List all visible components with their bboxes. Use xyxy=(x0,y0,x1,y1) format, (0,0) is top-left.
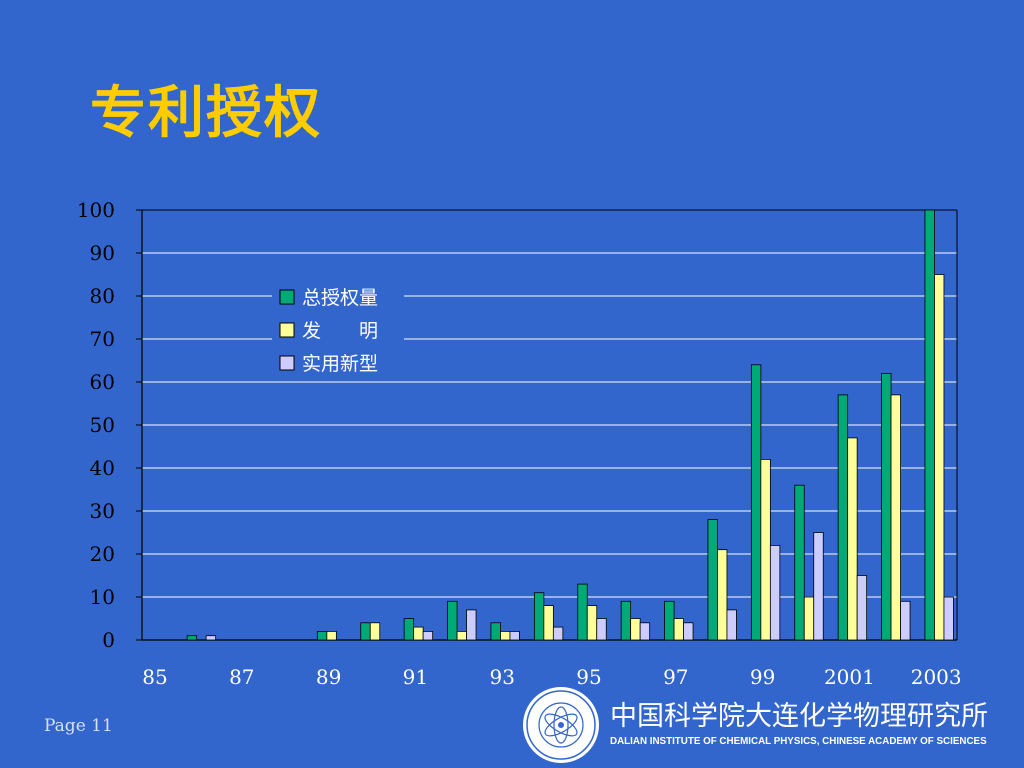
bar xyxy=(596,618,607,641)
bar xyxy=(673,618,684,641)
legend-label: 总授权量 xyxy=(302,287,378,309)
bar xyxy=(943,596,954,641)
legend-swatch xyxy=(279,355,295,371)
patent-bar-chart: 0 10 20 30 40 50 60 70 80 90 100 85 87 89 91 93 95 97 99 20… xyxy=(77,198,962,689)
y-tick-label: 40 xyxy=(90,456,115,480)
institute-seal-icon xyxy=(523,687,599,763)
y-tick-label: 30 xyxy=(90,499,115,523)
bar xyxy=(813,532,824,641)
y-tick-label: 100 xyxy=(77,198,115,222)
bar xyxy=(205,635,217,641)
slide-title: 专利授权 xyxy=(90,81,322,146)
y-tick-label: 0 xyxy=(102,628,115,652)
x-tick-label: 85 xyxy=(142,665,167,689)
bar xyxy=(422,631,434,641)
bar xyxy=(717,549,728,641)
bar xyxy=(577,583,588,641)
x-tick-label: 91 xyxy=(403,665,428,689)
y-tick-label: 70 xyxy=(90,327,115,351)
bar xyxy=(847,437,858,641)
institute-name-en: DALIAN INSTITUTE OF CHEMICAL PHYSICS, CH… xyxy=(610,736,987,747)
bar xyxy=(630,618,641,641)
bar xyxy=(837,394,849,641)
bar xyxy=(447,600,458,641)
bar xyxy=(639,622,651,641)
x-tick-label: 99 xyxy=(750,665,775,689)
bar xyxy=(881,372,892,641)
x-tick-label: 95 xyxy=(576,665,601,689)
bar xyxy=(360,622,371,641)
x-tick-label: 97 xyxy=(663,665,688,689)
x-tick-label: 89 xyxy=(316,665,341,689)
y-tick-label: 60 xyxy=(90,370,115,394)
bar xyxy=(769,545,781,641)
bar xyxy=(456,631,467,641)
bar xyxy=(803,596,815,641)
bar xyxy=(750,364,762,641)
x-tick-label: 93 xyxy=(489,665,514,689)
x-tick-label: 2001 xyxy=(824,665,875,689)
bar xyxy=(466,609,477,641)
bar xyxy=(934,274,945,641)
bars xyxy=(186,209,954,641)
bar xyxy=(794,484,805,641)
bar xyxy=(543,605,554,641)
bar xyxy=(683,622,694,641)
bar xyxy=(552,626,564,641)
bar xyxy=(500,631,511,641)
bar xyxy=(856,575,868,641)
bar xyxy=(924,209,935,641)
bar xyxy=(369,622,381,641)
bar xyxy=(186,635,198,641)
bar xyxy=(533,592,545,641)
bar xyxy=(707,519,718,641)
y-tick-label: 90 xyxy=(90,241,115,265)
bar xyxy=(413,626,424,641)
bar xyxy=(326,631,337,641)
legend-label: 发 明 xyxy=(302,320,378,342)
legend-swatch xyxy=(279,322,295,338)
y-tick-label: 20 xyxy=(90,542,115,566)
grid-lines xyxy=(142,209,957,598)
bar xyxy=(490,622,501,641)
page-number: Page 11 xyxy=(44,716,113,736)
y-tick-label: 10 xyxy=(90,585,115,609)
bar xyxy=(509,631,520,641)
bar xyxy=(726,609,737,641)
bar xyxy=(900,600,911,641)
bar xyxy=(620,600,632,641)
bar xyxy=(316,631,328,641)
bar xyxy=(403,618,415,641)
y-tick-label: 50 xyxy=(90,413,115,437)
bar xyxy=(586,605,598,641)
legend-label: 实用新型 xyxy=(302,353,378,375)
x-tick-label: 87 xyxy=(229,665,254,689)
bar xyxy=(664,600,675,641)
tick-labels: 0 10 20 30 40 50 60 70 80 90 100 85 87 89 91 93 95 97 99 20… xyxy=(77,198,962,689)
y-tick-label: 80 xyxy=(90,284,115,308)
x-tick-label: 2003 xyxy=(911,665,962,689)
bar xyxy=(890,394,901,641)
institute-name-cn: 中国科学院大连化学物理研究所 xyxy=(610,701,988,732)
bar xyxy=(760,458,771,641)
legend-swatch xyxy=(279,289,295,305)
